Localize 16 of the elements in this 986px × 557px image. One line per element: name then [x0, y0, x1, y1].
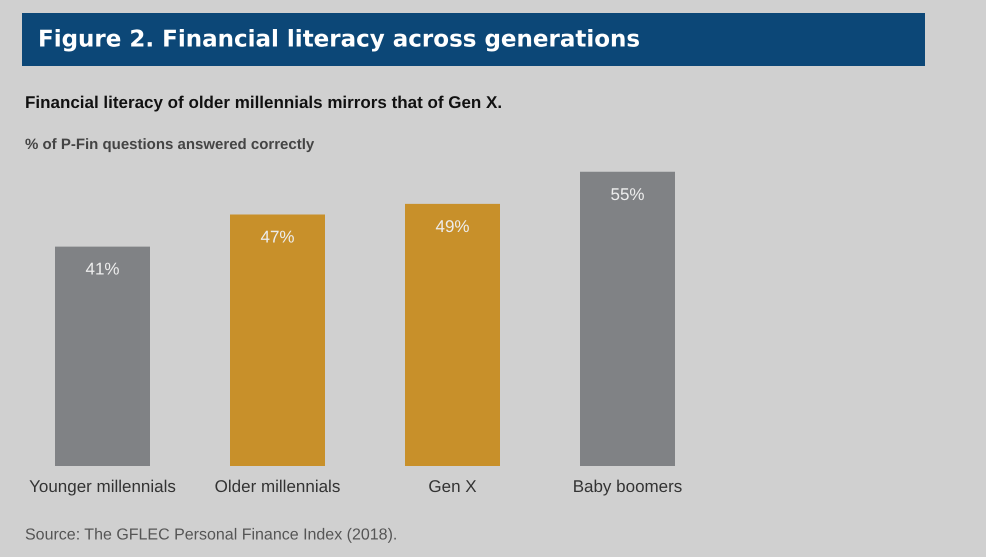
source-note: Source: The GFLEC Personal Finance Index (2018). [25, 526, 398, 544]
data-label: 41% [85, 260, 120, 279]
data-label: 49% [435, 216, 470, 236]
x-tick-label: Baby boomers [572, 477, 682, 496]
data-label: 47% [260, 228, 295, 247]
chart-title: Figure 2. Financial literacy across generations [38, 26, 640, 52]
bar [405, 204, 500, 466]
bar [230, 214, 325, 466]
data-label: 55% [610, 184, 645, 204]
chart-subtitle: Financial literacy of older millennials mirrors that of Gen X. [25, 93, 502, 112]
x-tick-label: Gen X [428, 477, 477, 496]
y-axis-title: % of P-Fin questions answered correctly [25, 136, 315, 153]
x-tick-label: Older millennials [214, 477, 340, 496]
x-tick-label: Younger millennials [29, 477, 176, 496]
bar [580, 172, 675, 466]
bar [55, 246, 150, 466]
